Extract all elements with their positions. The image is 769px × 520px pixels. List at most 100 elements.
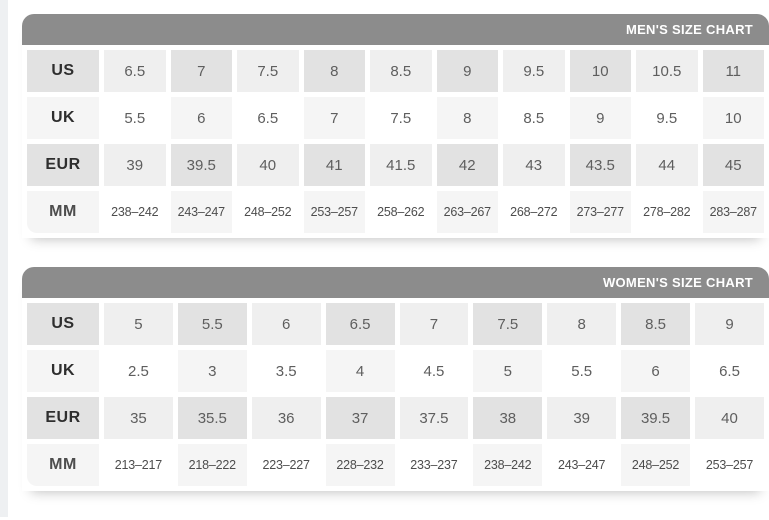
size-cell: 38 xyxy=(473,397,543,439)
size-cell: 258–262 xyxy=(370,191,432,233)
size-cell: 3.5 xyxy=(251,350,321,392)
table-row: MM 213–217 218–222 223–227 228–232 233–237 238… xyxy=(27,444,764,486)
size-cell: 243–247 xyxy=(170,191,232,233)
table-row: UK 5.5 6 6.5 7 7.5 8 8.5 9 9.5 10 xyxy=(27,97,764,139)
size-cell: 7 xyxy=(303,97,365,139)
row-label: US xyxy=(27,50,99,92)
size-cell: 9.5 xyxy=(503,50,565,92)
size-cell: 40 xyxy=(237,144,299,186)
table-row: MM 238–242 243–247 248–252 253–257 258–262 263… xyxy=(27,191,764,233)
size-cell: 39 xyxy=(104,144,166,186)
size-cell: 11 xyxy=(702,50,764,92)
size-cell: 6.5 xyxy=(695,350,764,392)
size-cell: 7 xyxy=(399,303,469,345)
size-cell: 37 xyxy=(325,397,395,439)
size-cell: 213–217 xyxy=(104,444,173,486)
size-cell: 6.5 xyxy=(104,50,166,92)
size-cell: 8.5 xyxy=(503,97,565,139)
size-cell: 9 xyxy=(569,97,631,139)
size-cell: 8 xyxy=(436,97,498,139)
size-cell: 238–242 xyxy=(104,191,166,233)
page-left-edge xyxy=(0,0,8,517)
size-cell: 248–252 xyxy=(237,191,299,233)
size-cell: 5.5 xyxy=(177,303,247,345)
row-label: EUR xyxy=(27,397,99,439)
womens-chart-header: WOMEN'S SIZE CHART xyxy=(22,267,769,298)
size-cell: 8 xyxy=(303,50,365,92)
size-cell: 41 xyxy=(303,144,365,186)
size-cell: 43 xyxy=(503,144,565,186)
size-cell: 37.5 xyxy=(399,397,469,439)
size-cell: 45 xyxy=(702,144,764,186)
size-cell: 6 xyxy=(621,350,690,392)
size-cell: 268–272 xyxy=(503,191,565,233)
size-cell: 243–247 xyxy=(547,444,617,486)
size-cell: 10.5 xyxy=(636,50,698,92)
size-cell: 6 xyxy=(170,97,232,139)
row-label: MM xyxy=(27,191,99,233)
size-cell: 233–237 xyxy=(399,444,469,486)
row-label: MM xyxy=(27,444,99,486)
size-charts: MEN'S SIZE CHART US 6.5 7 7.5 8 8.5 9 9.5 10 10.5… xyxy=(22,14,769,520)
size-cell: 253–257 xyxy=(303,191,365,233)
size-cell: 36 xyxy=(251,397,321,439)
size-cell: 3 xyxy=(177,350,247,392)
size-cell: 7.5 xyxy=(370,97,432,139)
size-cell: 40 xyxy=(695,397,764,439)
size-cell: 278–282 xyxy=(636,191,698,233)
size-cell: 43.5 xyxy=(569,144,631,186)
size-cell: 10 xyxy=(702,97,764,139)
size-cell: 42 xyxy=(436,144,498,186)
mens-size-table: US 6.5 7 7.5 8 8.5 9 9.5 10 10.5 11 UK 5.5 6 6.5 7 7.5 8 8… xyxy=(22,45,769,238)
size-cell: 9.5 xyxy=(636,97,698,139)
womens-size-chart: WOMEN'S SIZE CHART US 5 5.5 6 6.5 7 7.5 8 8.5 9 UK… xyxy=(22,267,769,491)
size-cell: 9 xyxy=(695,303,764,345)
size-cell: 7.5 xyxy=(473,303,543,345)
mens-chart-title: MEN'S SIZE CHART xyxy=(625,22,753,37)
size-cell: 248–252 xyxy=(621,444,690,486)
size-cell: 39 xyxy=(547,397,617,439)
size-cell: 263–267 xyxy=(436,191,498,233)
size-cell: 4 xyxy=(325,350,395,392)
table-row: EUR 39 39.5 40 41 41.5 42 43 43.5 44 45 xyxy=(27,144,764,186)
size-cell: 5.5 xyxy=(547,350,617,392)
size-cell: 44 xyxy=(636,144,698,186)
size-cell: 9 xyxy=(436,50,498,92)
size-cell: 39.5 xyxy=(170,144,232,186)
size-cell: 7.5 xyxy=(237,50,299,92)
womens-size-table: US 5 5.5 6 6.5 7 7.5 8 8.5 9 UK 2.5 3 3.5 4 4.5 5 5.5 6 6.5… xyxy=(22,298,769,491)
row-label: EUR xyxy=(27,144,99,186)
womens-chart-title: WOMEN'S SIZE CHART xyxy=(602,275,753,290)
size-cell: 6.5 xyxy=(237,97,299,139)
size-cell: 8 xyxy=(547,303,617,345)
size-cell: 39.5 xyxy=(621,397,690,439)
size-cell: 2.5 xyxy=(104,350,173,392)
size-cell: 10 xyxy=(569,50,631,92)
size-cell: 283–287 xyxy=(702,191,764,233)
table-row: US 6.5 7 7.5 8 8.5 9 9.5 10 10.5 11 xyxy=(27,50,764,92)
size-cell: 4.5 xyxy=(399,350,469,392)
mens-size-chart: MEN'S SIZE CHART US 6.5 7 7.5 8 8.5 9 9.5 10 10.5… xyxy=(22,14,769,238)
table-row: US 5 5.5 6 6.5 7 7.5 8 8.5 9 xyxy=(27,303,764,345)
size-cell: 5 xyxy=(104,303,173,345)
size-cell: 223–227 xyxy=(251,444,321,486)
size-cell: 41.5 xyxy=(370,144,432,186)
size-cell: 8.5 xyxy=(621,303,690,345)
size-cell: 228–232 xyxy=(325,444,395,486)
size-cell: 5.5 xyxy=(104,97,166,139)
size-cell: 8.5 xyxy=(370,50,432,92)
table-row: EUR 35 35.5 36 37 37.5 38 39 39.5 40 xyxy=(27,397,764,439)
size-cell: 6 xyxy=(251,303,321,345)
size-cell: 7 xyxy=(170,50,232,92)
table-row: UK 2.5 3 3.5 4 4.5 5 5.5 6 6.5 xyxy=(27,350,764,392)
size-cell: 218–222 xyxy=(177,444,247,486)
mens-chart-header: MEN'S SIZE CHART xyxy=(22,14,769,45)
size-cell: 273–277 xyxy=(569,191,631,233)
size-cell: 5 xyxy=(473,350,543,392)
size-cell: 6.5 xyxy=(325,303,395,345)
size-cell: 253–257 xyxy=(695,444,764,486)
size-cell: 35 xyxy=(104,397,173,439)
size-cell: 35.5 xyxy=(177,397,247,439)
row-label: US xyxy=(27,303,99,345)
row-label: UK xyxy=(27,350,99,392)
